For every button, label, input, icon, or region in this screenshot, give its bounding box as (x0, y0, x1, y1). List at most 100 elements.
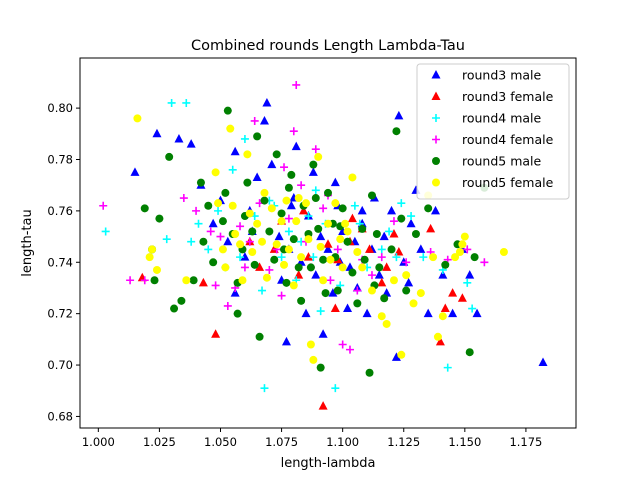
data-point (284, 227, 293, 236)
data-point (274, 231, 284, 241)
data-point (245, 237, 254, 246)
data-point (458, 240, 467, 249)
data-point (311, 145, 320, 154)
data-point (255, 332, 264, 341)
data-point (367, 271, 376, 280)
legend-label: round5 female (462, 175, 554, 190)
data-point (260, 188, 269, 197)
data-point (236, 222, 245, 231)
x-tick-label: 1.075 (265, 435, 298, 449)
data-point (186, 139, 196, 148)
data-point (367, 191, 376, 200)
data-point (309, 160, 318, 169)
data-point (330, 303, 340, 313)
data-point (379, 231, 389, 241)
data-point (289, 235, 298, 244)
data-point (407, 212, 416, 221)
data-point (402, 258, 411, 267)
data-point (377, 245, 386, 254)
data-point (438, 312, 447, 321)
data-point (463, 245, 472, 254)
data-point (326, 255, 335, 264)
data-point (382, 262, 392, 271)
data-point (280, 260, 289, 269)
data-point (243, 150, 252, 159)
data-point (309, 355, 318, 364)
data-point (374, 270, 384, 279)
data-point (162, 235, 171, 244)
data-point (377, 277, 387, 287)
data-point (297, 296, 306, 305)
data-point (387, 205, 397, 215)
data-point (226, 124, 235, 133)
data-point (397, 350, 406, 359)
data-point (441, 260, 450, 269)
data-point (465, 270, 475, 279)
data-point (284, 183, 293, 192)
plot-area (99, 80, 548, 410)
data-point (348, 173, 357, 182)
data-point (465, 348, 474, 357)
data-point (419, 253, 428, 262)
data-point (260, 384, 269, 393)
data-point (392, 253, 401, 262)
y-tick-label: 0.80 (47, 101, 73, 115)
data-point (165, 152, 174, 161)
data-point (394, 110, 404, 120)
data-point (451, 253, 460, 262)
data-point (387, 245, 396, 254)
data-point (196, 178, 205, 187)
data-point (236, 240, 245, 249)
data-point (228, 165, 237, 174)
data-point (353, 247, 362, 256)
data-point (277, 209, 286, 218)
data-point (198, 277, 208, 287)
data-point (343, 227, 352, 236)
data-point (152, 128, 162, 138)
data-point (391, 352, 401, 361)
data-point (126, 276, 135, 285)
data-point (303, 252, 313, 261)
data-point (338, 263, 347, 272)
data-point (433, 332, 442, 341)
data-point (204, 245, 213, 254)
data-point (250, 116, 259, 125)
data-point (314, 152, 323, 161)
data-point (150, 276, 159, 285)
data-point (231, 230, 240, 239)
legend-label: round5 male (462, 154, 542, 169)
data-point (152, 265, 161, 274)
data-point (211, 281, 220, 290)
data-point (358, 263, 367, 272)
data-point (348, 268, 357, 277)
y-tick-label: 0.68 (47, 409, 73, 423)
data-point (167, 98, 176, 107)
data-point (375, 263, 384, 272)
data-point (287, 170, 296, 179)
data-point (343, 303, 353, 313)
data-point (333, 286, 342, 295)
data-point (372, 230, 381, 239)
data-point (377, 312, 386, 321)
data-point (218, 217, 227, 226)
data-point (330, 177, 340, 187)
data-point (238, 276, 247, 285)
data-point (211, 329, 221, 338)
data-point (416, 244, 426, 253)
data-point (282, 278, 291, 287)
data-point (223, 301, 232, 310)
data-point (223, 106, 232, 115)
legend: round3 male round3 female round4 male round… (416, 63, 570, 200)
data-point (140, 276, 149, 285)
data-point (99, 201, 108, 210)
data-point (145, 253, 154, 262)
data-point (272, 240, 281, 249)
data-point (397, 199, 406, 208)
data-point (281, 336, 291, 346)
data-point (221, 188, 230, 197)
data-point (265, 265, 274, 274)
data-point (272, 150, 281, 159)
data-point (341, 219, 350, 228)
data-point (155, 214, 164, 223)
data-point (423, 308, 433, 318)
